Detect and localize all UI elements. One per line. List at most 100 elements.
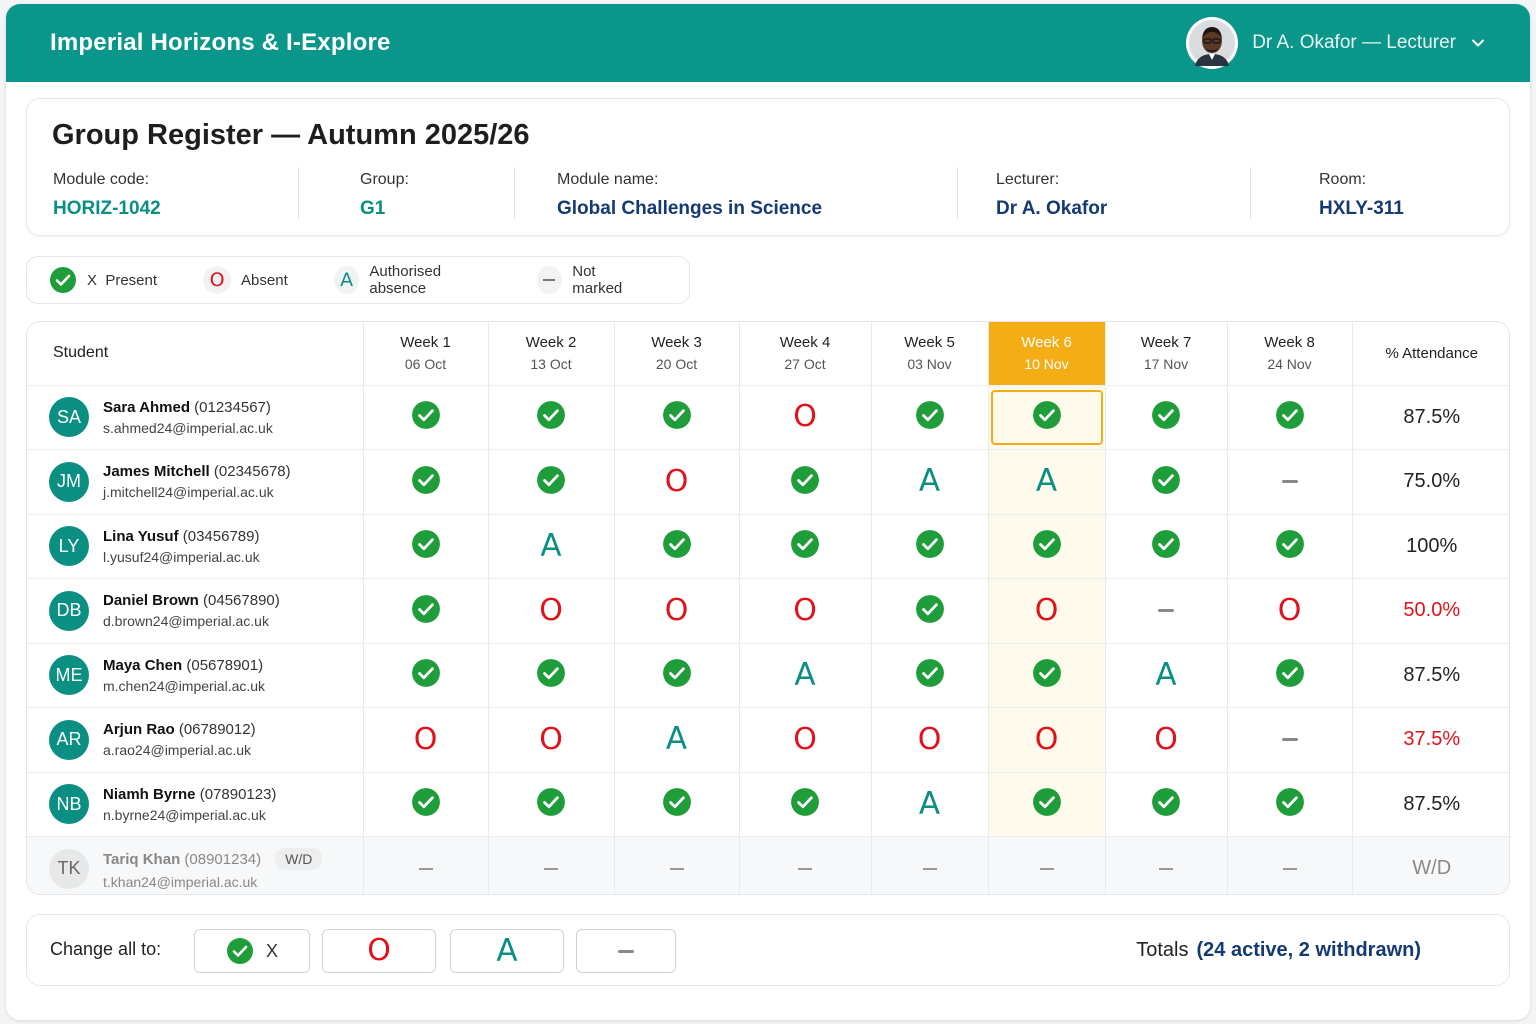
present-mark[interactable]: [410, 399, 442, 431]
authorised-mark[interactable]: A: [1150, 659, 1182, 691]
attendance-cell[interactable]: [988, 385, 1106, 450]
attendance-cell[interactable]: [363, 449, 489, 515]
authorised-mark[interactable]: A: [914, 466, 946, 498]
absent-mark[interactable]: O: [789, 401, 821, 433]
present-mark[interactable]: [661, 399, 693, 431]
present-mark[interactable]: [914, 657, 946, 689]
attendance-cell[interactable]: [363, 836, 489, 894]
present-mark[interactable]: [410, 528, 442, 560]
present-mark[interactable]: [1031, 657, 1063, 689]
attendance-cell[interactable]: O: [488, 707, 615, 773]
present-mark[interactable]: [535, 786, 567, 818]
attendance-cell[interactable]: [739, 772, 872, 837]
attendance-cell[interactable]: [1227, 449, 1353, 515]
attendance-cell[interactable]: A: [488, 514, 615, 579]
present-mark[interactable]: [661, 528, 693, 560]
user-menu[interactable]: Dr A. Okafor — Lecturer: [1186, 17, 1486, 69]
attendance-cell[interactable]: [871, 514, 989, 579]
attendance-cell[interactable]: O: [1227, 578, 1353, 644]
attendance-cell[interactable]: [614, 772, 740, 837]
absent-mark[interactable]: O: [1150, 724, 1182, 756]
attendance-cell[interactable]: O: [1105, 707, 1228, 773]
absent-mark[interactable]: O: [661, 466, 693, 498]
present-mark[interactable]: [1274, 657, 1306, 689]
attendance-cell[interactable]: A: [988, 449, 1106, 515]
attendance-cell[interactable]: [488, 449, 615, 515]
student-cell[interactable]: LY Lina Yusuf (03456789) l.yusuf24@imperia…: [27, 514, 364, 579]
attendance-cell[interactable]: [1227, 772, 1353, 837]
attendance-cell[interactable]: O: [739, 707, 872, 773]
week-header-7[interactable]: Week 7 17 Nov: [1105, 322, 1228, 386]
week-header-5[interactable]: Week 5 03 Nov: [871, 322, 989, 386]
mark-all-absent-button[interactable]: O: [322, 929, 436, 973]
present-mark[interactable]: [789, 786, 821, 818]
student-cell[interactable]: SA Sara Ahmed (01234567) s.ahmed24@imperia…: [27, 385, 364, 450]
attendance-cell[interactable]: O: [614, 449, 740, 515]
absent-mark[interactable]: O: [410, 724, 442, 756]
present-mark[interactable]: [914, 528, 946, 560]
present-mark[interactable]: [789, 464, 821, 496]
student-cell[interactable]: TK Tariq Khan (08901234) W/D t.khan24@imper…: [27, 836, 364, 894]
chevron-down-icon[interactable]: [1470, 35, 1486, 51]
present-mark[interactable]: [410, 593, 442, 625]
present-mark[interactable]: [1274, 399, 1306, 431]
absent-mark[interactable]: O: [789, 595, 821, 627]
authorised-mark[interactable]: A: [789, 659, 821, 691]
attendance-cell[interactable]: [363, 514, 489, 579]
attendance-column-header[interactable]: % Attendance: [1352, 322, 1509, 386]
week-header-6[interactable]: Week 6 10 Nov: [988, 322, 1106, 386]
not-marked-mark[interactable]: [1274, 724, 1306, 756]
attendance-cell[interactable]: A: [871, 772, 989, 837]
attendance-cell[interactable]: [488, 385, 615, 450]
attendance-cell[interactable]: O: [739, 385, 872, 450]
attendance-cell[interactable]: [614, 836, 740, 894]
mark-all-not-marked-button[interactable]: [576, 929, 676, 973]
present-mark[interactable]: [535, 657, 567, 689]
attendance-cell[interactable]: O: [739, 578, 872, 644]
attendance-cell[interactable]: [1105, 836, 1228, 894]
attendance-cell[interactable]: [1227, 385, 1353, 450]
attendance-cell[interactable]: [1227, 836, 1353, 894]
present-mark[interactable]: [914, 593, 946, 625]
attendance-cell[interactable]: [739, 449, 872, 515]
student-cell[interactable]: NB Niamh Byrne (07890123) n.byrne24@imperi…: [27, 772, 364, 837]
mark-all-present-button[interactable]: X: [194, 929, 310, 973]
student-cell[interactable]: ME Maya Chen (05678901) m.chen24@imperial.…: [27, 643, 364, 708]
absent-mark[interactable]: O: [914, 724, 946, 756]
present-mark[interactable]: [535, 399, 567, 431]
present-mark[interactable]: [410, 786, 442, 818]
present-mark[interactable]: [789, 528, 821, 560]
attendance-cell[interactable]: [614, 643, 740, 708]
authorised-mark[interactable]: A: [914, 788, 946, 820]
authorised-mark[interactable]: A: [661, 724, 693, 756]
attendance-cell[interactable]: [363, 643, 489, 708]
student-cell[interactable]: DB Daniel Brown (04567890) d.brown24@imper…: [27, 578, 364, 644]
attendance-cell[interactable]: [363, 578, 489, 644]
attendance-cell[interactable]: [988, 643, 1106, 708]
absent-mark[interactable]: O: [1031, 724, 1063, 756]
week-header-3[interactable]: Week 3 20 Oct: [614, 322, 740, 386]
student-cell[interactable]: AR Arjun Rao (06789012) a.rao24@imperial.a…: [27, 707, 364, 773]
absent-mark[interactable]: O: [535, 595, 567, 627]
attendance-cell[interactable]: [871, 385, 989, 450]
attendance-cell[interactable]: [614, 514, 740, 579]
absent-mark[interactable]: O: [535, 724, 567, 756]
absent-mark[interactable]: O: [1274, 595, 1306, 627]
not-marked-mark[interactable]: [1274, 466, 1306, 498]
not-marked-mark[interactable]: [1150, 595, 1182, 627]
attendance-cell[interactable]: [1105, 385, 1228, 450]
week-header-8[interactable]: Week 8 24 Nov: [1227, 322, 1353, 386]
present-mark[interactable]: [1274, 786, 1306, 818]
present-mark[interactable]: [661, 657, 693, 689]
present-mark[interactable]: [1150, 528, 1182, 560]
attendance-cell[interactable]: [871, 836, 989, 894]
attendance-cell[interactable]: [614, 385, 740, 450]
attendance-cell[interactable]: [1227, 707, 1353, 773]
present-mark[interactable]: [1150, 399, 1182, 431]
attendance-cell[interactable]: [488, 643, 615, 708]
attendance-cell[interactable]: [988, 836, 1106, 894]
present-mark[interactable]: [1274, 528, 1306, 560]
week-header-4[interactable]: Week 4 27 Oct: [739, 322, 872, 386]
present-mark[interactable]: [410, 464, 442, 496]
attendance-cell[interactable]: O: [614, 578, 740, 644]
